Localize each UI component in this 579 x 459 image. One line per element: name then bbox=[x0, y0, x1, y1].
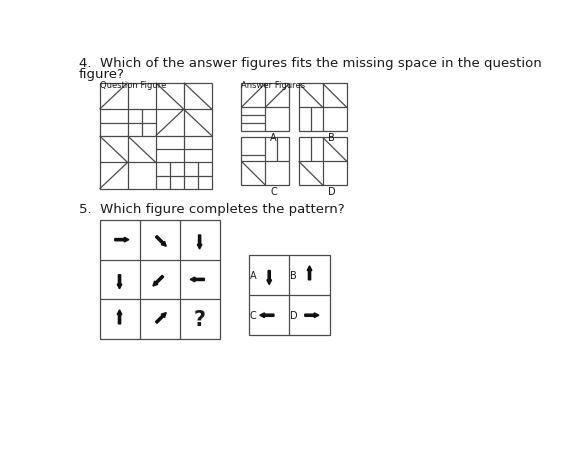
Polygon shape bbox=[305, 313, 319, 318]
Text: ?: ? bbox=[193, 309, 206, 330]
Text: 4.  Which of the answer figures fits the missing space in the question: 4. Which of the answer figures fits the … bbox=[79, 56, 541, 70]
Bar bbox=[241, 138, 290, 186]
Text: C: C bbox=[250, 311, 256, 320]
Polygon shape bbox=[197, 235, 202, 249]
Bar bbox=[100, 84, 212, 190]
Bar bbox=[100, 220, 219, 339]
Text: D: D bbox=[290, 311, 298, 320]
Polygon shape bbox=[115, 238, 129, 242]
Bar bbox=[299, 84, 347, 132]
Text: D: D bbox=[328, 186, 335, 196]
Polygon shape bbox=[155, 236, 166, 247]
Polygon shape bbox=[260, 313, 274, 318]
Text: B: B bbox=[328, 133, 334, 143]
Bar bbox=[241, 84, 290, 132]
Polygon shape bbox=[153, 276, 164, 286]
Text: A: A bbox=[250, 271, 256, 280]
Text: figure?: figure? bbox=[79, 68, 124, 81]
Polygon shape bbox=[117, 275, 122, 289]
Polygon shape bbox=[307, 266, 312, 280]
Text: Question Figure: Question Figure bbox=[100, 80, 166, 90]
Text: C: C bbox=[270, 186, 277, 196]
Polygon shape bbox=[267, 271, 272, 285]
Text: B: B bbox=[290, 271, 297, 280]
Text: A: A bbox=[270, 133, 277, 143]
Bar bbox=[299, 138, 347, 186]
Polygon shape bbox=[190, 278, 204, 282]
Text: 5.  Which figure completes the pattern?: 5. Which figure completes the pattern? bbox=[79, 202, 344, 216]
Text: Answer Figures: Answer Figures bbox=[241, 80, 306, 90]
Bar bbox=[249, 256, 329, 336]
Polygon shape bbox=[155, 313, 166, 324]
Polygon shape bbox=[117, 310, 122, 324]
